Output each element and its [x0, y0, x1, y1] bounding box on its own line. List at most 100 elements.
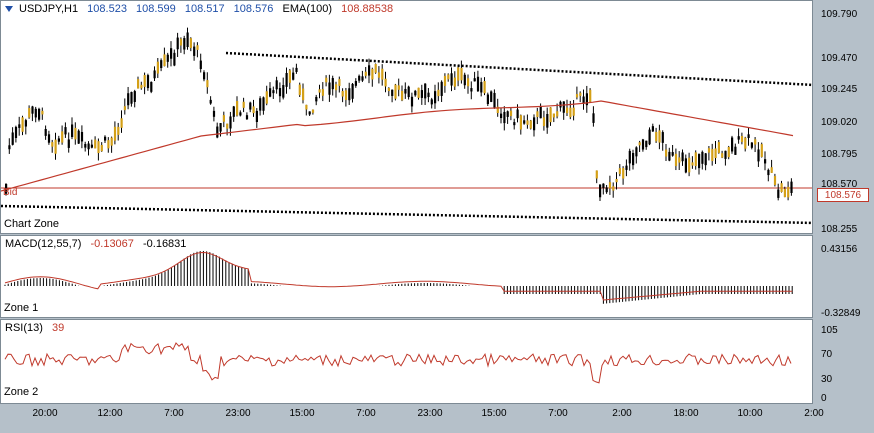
candle-body	[615, 178, 618, 183]
candle-body	[127, 93, 130, 106]
price-legend: USDJPY,H1 108.523 108.599 108.517 108.57…	[5, 3, 399, 15]
macd-value-2: -0.16831	[142, 238, 187, 250]
candle-body	[678, 157, 681, 163]
candle-body	[262, 97, 265, 111]
candle-body	[404, 88, 407, 94]
candle-body	[724, 150, 727, 159]
candle-body	[113, 126, 117, 141]
candle-body	[671, 152, 674, 156]
candle-body	[783, 188, 786, 198]
candle-body	[483, 81, 486, 94]
time-tick: 7:00	[356, 408, 376, 419]
candle-body	[572, 107, 575, 116]
candle-body	[374, 64, 377, 73]
candle-body	[453, 77, 456, 87]
candle-body	[67, 139, 70, 148]
candle-body	[51, 142, 54, 147]
candle-body	[212, 110, 216, 117]
candle-body	[731, 137, 734, 152]
candle-body	[777, 189, 780, 198]
candle-body	[275, 80, 278, 90]
candle-body	[252, 106, 255, 114]
candle-body	[589, 89, 592, 102]
bid-label: Bid	[3, 187, 18, 198]
ohlc-high: 108.599	[136, 3, 176, 15]
candle-body	[764, 159, 767, 164]
time-tick: 18:00	[673, 408, 699, 419]
candle-body	[790, 181, 793, 193]
candle-body	[721, 153, 724, 158]
time-tick: 2:00	[804, 408, 824, 419]
candle-body	[585, 93, 588, 106]
candle-body	[516, 109, 519, 119]
candle-body	[156, 61, 159, 74]
candle-body	[110, 137, 113, 146]
candle-body	[123, 106, 126, 111]
candle-body	[688, 157, 691, 173]
candle-body	[754, 139, 757, 145]
candle-body	[391, 89, 394, 96]
candle-body	[674, 153, 678, 167]
candle-body	[707, 148, 711, 153]
candle-body	[150, 82, 153, 92]
candle-body	[618, 168, 621, 175]
candle-body	[80, 131, 84, 142]
macd-plot[interactable]: MACD(12,55,7) -0.13067 -0.16831 Zone 1	[0, 235, 813, 318]
candle-body	[387, 87, 390, 92]
candle-body	[757, 149, 760, 162]
symbol-dropdown-icon[interactable]	[5, 6, 13, 13]
candle-body	[523, 120, 526, 124]
candle-body	[437, 89, 440, 97]
candle-body	[780, 183, 783, 193]
candle-body	[120, 118, 123, 128]
ema-line	[1, 100, 794, 192]
candle-body	[744, 137, 747, 149]
rsi-zone-label: Zone 2	[4, 386, 39, 398]
candle-body	[579, 92, 582, 96]
rsi-tick: 0	[821, 393, 827, 404]
candle-body	[490, 91, 493, 102]
candle-body	[282, 85, 285, 98]
macd-pane[interactable]: MACD(12,55,7) -0.13067 -0.16831 Zone 1 0…	[0, 235, 874, 319]
candle-body	[61, 131, 64, 143]
candle-body	[196, 45, 199, 50]
candle-body	[219, 123, 222, 132]
candle-body	[170, 48, 173, 59]
candle-body	[401, 90, 404, 101]
candle-body	[506, 111, 509, 117]
rsi-pane[interactable]: RSI(13) 39 Zone 2 105 70 30 0	[0, 319, 874, 404]
chart-zone-label: Chart Zone	[4, 218, 60, 230]
candle-body	[787, 186, 790, 198]
candle-body	[500, 113, 503, 119]
candle-body	[321, 89, 324, 96]
candle-body	[193, 46, 196, 56]
symbol-label: USDJPY,H1	[19, 3, 79, 15]
candle-body	[767, 169, 770, 176]
candle-body	[146, 75, 150, 89]
candle-body	[100, 144, 103, 152]
price-plot[interactable]: USDJPY,H1 108.523 108.599 108.517 108.57…	[0, 0, 813, 234]
rsi-plot[interactable]: RSI(13) 39 Zone 2	[0, 319, 813, 404]
candle-body	[90, 144, 93, 148]
candle-body	[734, 146, 737, 155]
candle-body	[358, 75, 361, 81]
candle-body	[84, 144, 87, 148]
candle-body	[648, 129, 651, 145]
candle-body	[410, 96, 414, 107]
time-tick: 15:00	[289, 408, 315, 419]
time-tick: 7:00	[164, 408, 184, 419]
candle-body	[11, 132, 14, 145]
candle-body	[77, 130, 80, 144]
candle-body	[420, 90, 423, 98]
candle-body	[24, 120, 27, 127]
candle-body	[632, 152, 635, 166]
candle-body	[628, 150, 631, 164]
candle-body	[107, 140, 110, 149]
price-pane[interactable]: USDJPY,H1 108.523 108.599 108.517 108.57…	[0, 0, 874, 235]
candle-body	[285, 72, 288, 87]
candle-body	[97, 141, 100, 154]
candle-body	[341, 91, 344, 97]
candle-body	[480, 82, 483, 93]
rsi-chart-svg	[4, 342, 792, 384]
macd-scale: 0.43156 -0.32849	[813, 235, 874, 319]
